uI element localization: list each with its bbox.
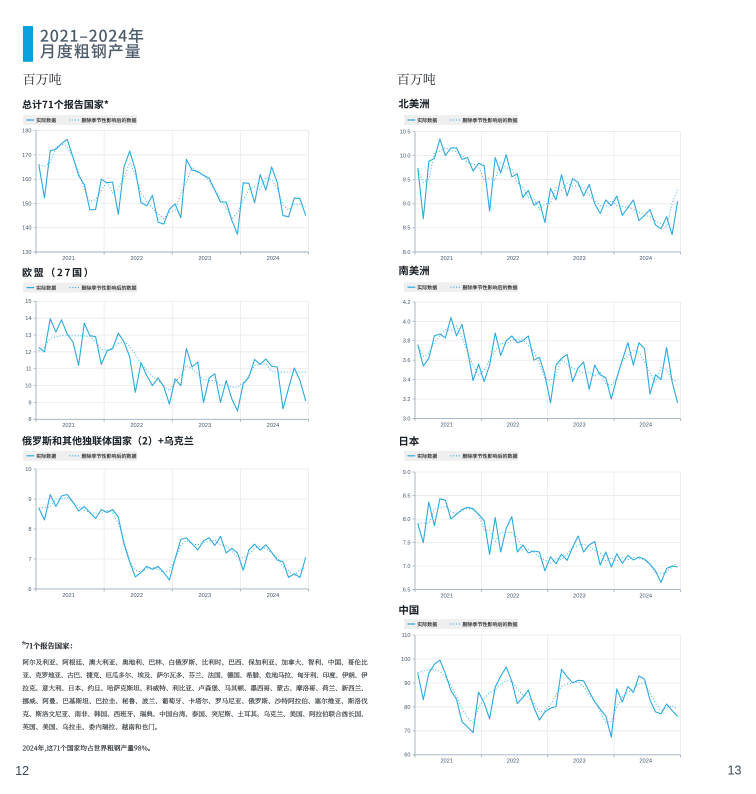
svg-text:10: 10 <box>25 467 31 473</box>
svg-text:11: 11 <box>26 367 32 373</box>
svg-text:110: 110 <box>402 633 411 639</box>
svg-text:12: 12 <box>25 350 31 356</box>
svg-text:2024: 2024 <box>639 256 652 262</box>
svg-text:150: 150 <box>22 201 31 207</box>
svg-text:2021: 2021 <box>440 759 453 765</box>
svg-text:8: 8 <box>28 527 31 533</box>
svg-text:2022: 2022 <box>507 422 520 428</box>
svg-text:2023: 2023 <box>198 256 211 262</box>
svg-text:2022: 2022 <box>507 759 520 765</box>
svg-text:8.5: 8.5 <box>403 226 411 232</box>
svg-text:8: 8 <box>28 417 31 423</box>
svg-text:2023: 2023 <box>573 256 586 262</box>
svg-text:9.5: 9.5 <box>403 178 411 184</box>
svg-text:90: 90 <box>404 681 410 687</box>
svg-text:8.0: 8.0 <box>403 517 411 523</box>
svg-text:130: 130 <box>22 250 31 256</box>
svg-text:12: 12 <box>15 764 29 778</box>
svg-text:2022: 2022 <box>130 256 143 262</box>
svg-text:3.2: 3.2 <box>403 397 411 403</box>
svg-text:2023: 2023 <box>573 759 586 765</box>
svg-text:8.5: 8.5 <box>403 493 411 499</box>
svg-text:3.4: 3.4 <box>403 378 411 384</box>
svg-text:70: 70 <box>404 729 410 735</box>
svg-text:13: 13 <box>25 333 31 339</box>
svg-text:7.0: 7.0 <box>403 564 411 570</box>
svg-text:15: 15 <box>25 299 31 305</box>
svg-text:10.0: 10.0 <box>400 153 411 159</box>
svg-text:2022: 2022 <box>130 593 143 599</box>
svg-text:3.6: 3.6 <box>403 358 411 364</box>
svg-text:100: 100 <box>401 657 410 663</box>
svg-text:7.5: 7.5 <box>403 540 411 546</box>
svg-text:10.5: 10.5 <box>400 129 411 135</box>
svg-text:10: 10 <box>25 383 31 389</box>
svg-text:2024: 2024 <box>639 594 652 600</box>
svg-text:2022: 2022 <box>507 594 520 600</box>
svg-text:6: 6 <box>28 587 31 593</box>
svg-text:9.0: 9.0 <box>403 202 411 208</box>
svg-text:2021: 2021 <box>440 256 453 262</box>
svg-text:2024: 2024 <box>267 256 280 262</box>
svg-text:2023: 2023 <box>198 593 211 599</box>
svg-text:170: 170 <box>22 153 31 159</box>
svg-text:4.2: 4.2 <box>403 300 411 306</box>
svg-text:2024: 2024 <box>639 422 652 428</box>
svg-text:2021: 2021 <box>440 594 453 600</box>
svg-text:140: 140 <box>22 226 31 232</box>
svg-text:2024: 2024 <box>639 759 652 765</box>
svg-text:4.0: 4.0 <box>403 319 411 325</box>
svg-text:180: 180 <box>22 129 31 135</box>
svg-text:2021: 2021 <box>62 593 75 599</box>
svg-text:6.5: 6.5 <box>403 588 411 594</box>
svg-text:2021: 2021 <box>440 422 453 428</box>
svg-text:8.0: 8.0 <box>403 250 411 256</box>
svg-text:2022: 2022 <box>130 423 143 429</box>
svg-text:3.8: 3.8 <box>403 339 411 345</box>
svg-text:2024: 2024 <box>267 593 280 599</box>
svg-text:2024: 2024 <box>267 423 280 429</box>
svg-text:80: 80 <box>404 705 410 711</box>
svg-text:13: 13 <box>728 764 742 778</box>
svg-text:3.0: 3.0 <box>403 416 411 422</box>
svg-text:9.0: 9.0 <box>403 470 411 476</box>
svg-text:7: 7 <box>28 557 31 563</box>
svg-text:60: 60 <box>404 753 410 759</box>
svg-text:2023: 2023 <box>573 594 586 600</box>
svg-text:14: 14 <box>25 316 31 322</box>
svg-text:2023: 2023 <box>198 423 211 429</box>
svg-text:2021: 2021 <box>62 423 75 429</box>
svg-text:2023: 2023 <box>573 422 586 428</box>
svg-text:160: 160 <box>22 177 31 183</box>
svg-text:2021: 2021 <box>62 256 75 262</box>
svg-text:9: 9 <box>28 400 31 406</box>
svg-text:9: 9 <box>28 497 31 503</box>
svg-text:2022: 2022 <box>507 256 520 262</box>
